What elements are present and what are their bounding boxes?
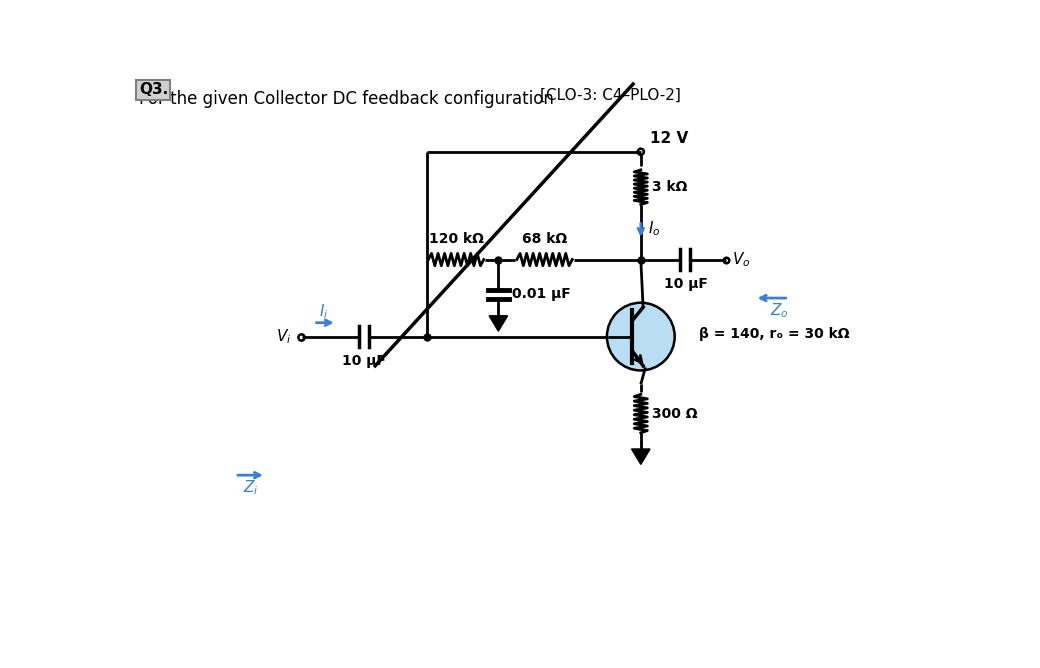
- Polygon shape: [631, 449, 650, 464]
- Text: $I_o$: $I_o$: [649, 219, 661, 238]
- Polygon shape: [489, 316, 508, 331]
- Text: Q3.: Q3.: [138, 82, 168, 98]
- Text: For the given Collector DC feedback configuration: For the given Collector DC feedback conf…: [138, 90, 553, 108]
- Text: 68 kΩ: 68 kΩ: [522, 232, 567, 246]
- Text: 300 Ω: 300 Ω: [652, 407, 697, 421]
- Text: 10 μF: 10 μF: [664, 277, 707, 291]
- Text: $V_o$: $V_o$: [732, 250, 750, 269]
- Text: 120 kΩ: 120 kΩ: [428, 232, 484, 246]
- Text: $Z_i$: $Z_i$: [243, 478, 259, 497]
- Text: β = 140, rₒ = 30 kΩ: β = 140, rₒ = 30 kΩ: [699, 327, 849, 341]
- Text: [CLO-3: C4–PLO-2]: [CLO-3: C4–PLO-2]: [540, 88, 680, 103]
- Circle shape: [607, 303, 675, 371]
- Text: 12 V: 12 V: [650, 132, 688, 146]
- Text: $I_i$: $I_i$: [319, 303, 329, 321]
- Text: $Z_o$: $Z_o$: [770, 301, 788, 320]
- Text: 0.01 μF: 0.01 μF: [513, 287, 571, 301]
- Text: 10 μF: 10 μF: [342, 353, 386, 367]
- Text: $V_i$: $V_i$: [276, 327, 291, 346]
- Text: 3 kΩ: 3 kΩ: [652, 180, 687, 194]
